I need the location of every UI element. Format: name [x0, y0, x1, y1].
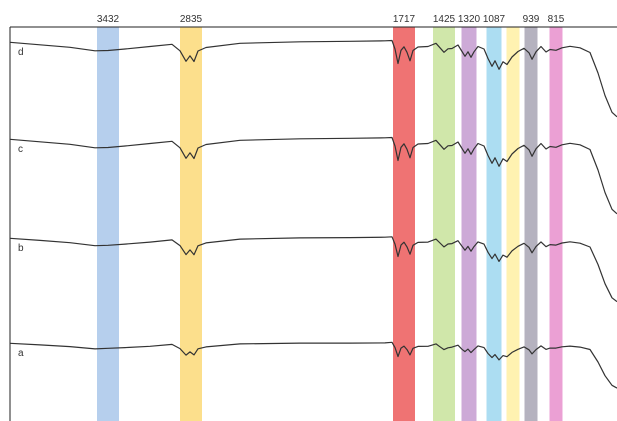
band-3432 [97, 27, 119, 421]
plot-frame [9, 26, 617, 421]
band-1087 [486, 27, 502, 421]
band-1425 [433, 27, 455, 421]
band-815 [549, 27, 563, 421]
band-label-3432: 3432 [97, 14, 120, 25]
band-unlabeled-yellow [506, 27, 520, 421]
band-label-939: 939 [523, 14, 540, 25]
band-939 [524, 27, 538, 421]
curve-label-b: b [18, 243, 24, 254]
spectrum-d [9, 39, 617, 118]
band-labels: 3432 2835 1717 1425 1320 1087 939 815 [97, 14, 565, 25]
band-label-815: 815 [548, 14, 565, 25]
band-label-1087: 1087 [483, 14, 506, 25]
curve-label-c: c [18, 144, 23, 155]
spectrum-a [9, 341, 617, 389]
band-2835 [180, 27, 202, 421]
band-label-1717: 1717 [393, 14, 416, 25]
band-1717 [393, 27, 415, 421]
extra-band-group [506, 27, 520, 421]
band-1320 [461, 27, 477, 421]
spectrum-b [9, 236, 617, 303]
curve-label-d: d [18, 47, 24, 58]
band-label-2835: 2835 [180, 14, 203, 25]
band-label-1425: 1425 [433, 14, 456, 25]
curve-label-a: a [18, 348, 24, 359]
curve-labels: d c b a [18, 47, 24, 359]
band-label-1320: 1320 [458, 14, 481, 25]
highlight-bands [97, 27, 563, 421]
spectrum-c [9, 136, 617, 215]
spectrum-curves [9, 39, 617, 389]
